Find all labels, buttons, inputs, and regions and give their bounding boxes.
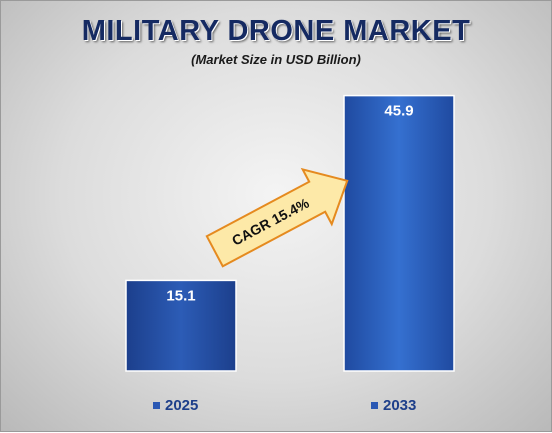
legend-item-2025: 2025 [153,397,198,414]
bar-value-label: 15.1 [166,287,195,304]
legend-swatch [371,402,378,409]
cagr-arrow: CAGR 15.4% [205,167,349,268]
legend-swatch [153,402,160,409]
chart-title: MILITARY DRONE MARKET [81,15,471,47]
legend: 2025 2033 [1,397,551,419]
bar-2033 [343,94,455,372]
legend-label: 2025 [165,397,199,414]
legend-label: 2033 [383,397,417,414]
chart-subtitle: (Market Size in USD Billion) [191,52,361,67]
cagr-arrow-shape [205,167,349,268]
bar-2025 [125,279,237,372]
bar-value-label: 45.9 [384,103,413,120]
legend-item-2033: 2033 [371,397,416,414]
